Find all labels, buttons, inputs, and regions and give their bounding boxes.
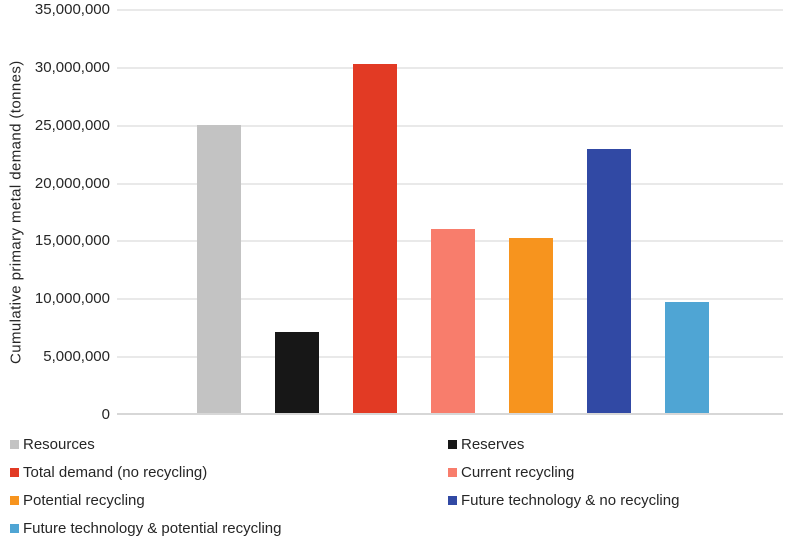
legend-label: Potential recycling (23, 491, 145, 509)
legend-label: Current recycling (461, 463, 575, 481)
x-axis-line (117, 413, 783, 415)
bar-resources (197, 124, 241, 413)
legend-item-resources: Resources (10, 436, 448, 453)
legend-item-current-recycling: Current recycling (448, 464, 780, 481)
legend-swatch (448, 495, 457, 505)
legend-item-total-demand-no-recycling: Total demand (no recycling) (10, 464, 448, 481)
gridline (117, 9, 783, 11)
legend-label: Future technology & no recycling (461, 491, 680, 509)
legend-label: Resources (23, 435, 95, 453)
plot-area (117, 9, 783, 415)
y-tick-label: 5,000,000 (43, 348, 110, 366)
gridline (117, 182, 783, 185)
gridline (117, 66, 783, 69)
bar-current-recycling (431, 229, 475, 413)
legend-item-reserves: Reserves (448, 436, 780, 453)
y-tick-label: 10,000,000 (34, 290, 110, 308)
bar-reserves (275, 332, 319, 413)
legend-item-future-technology-no-recycling: Future technology & no recycling (448, 492, 780, 509)
y-tick-label: 20,000,000 (34, 174, 110, 192)
legend-swatch (10, 439, 19, 449)
y-tick-label: 35,000,000 (34, 1, 110, 18)
legend-swatch (448, 439, 457, 449)
legend-label: Future technology & potential recycling (23, 519, 282, 537)
y-tick-label: 15,000,000 (34, 232, 110, 250)
legend-swatch (10, 495, 19, 505)
gridline (117, 124, 783, 127)
legend-label: Reserves (461, 435, 525, 453)
y-tick-label: 25,000,000 (34, 116, 110, 134)
legend-item-future-technology-potential-recycling: Future technology & potential recycling (10, 520, 448, 537)
bar-future-technology-potential-recycling (665, 301, 709, 413)
legend: Resources Reserves Total demand (no recycl… (10, 430, 780, 538)
legend-swatch (448, 467, 457, 477)
legend-swatch (10, 467, 19, 477)
legend-label: Total demand (no recycling) (23, 463, 208, 481)
y-tick-label: 30,000,000 (34, 58, 110, 76)
bar-total-demand-no-recycling (353, 63, 397, 413)
legend-swatch (10, 523, 19, 533)
bar-future-technology-no-recycling (587, 149, 631, 413)
legend-item-potential-recycling: Potential recycling (10, 492, 448, 509)
bar-potential-recycling (509, 238, 553, 413)
y-tick-label: 0 (101, 406, 110, 423)
